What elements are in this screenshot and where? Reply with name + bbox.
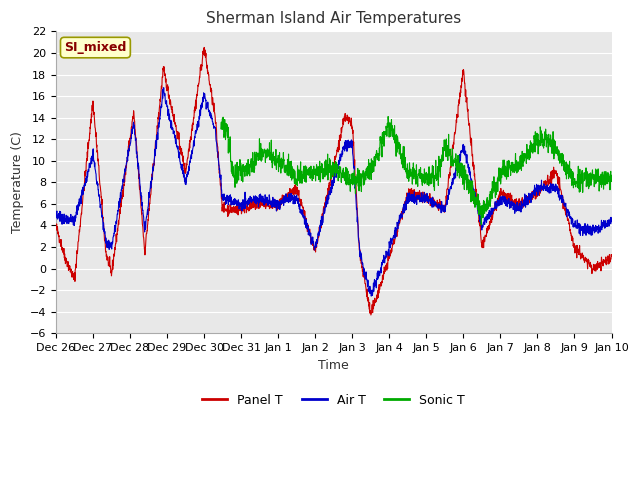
Title: Sherman Island Air Temperatures: Sherman Island Air Temperatures [206,11,461,26]
X-axis label: Time: Time [318,359,349,372]
Y-axis label: Temperature (C): Temperature (C) [11,132,24,233]
Legend: Panel T, Air T, Sonic T: Panel T, Air T, Sonic T [197,388,470,411]
Text: SI_mixed: SI_mixed [64,41,127,54]
